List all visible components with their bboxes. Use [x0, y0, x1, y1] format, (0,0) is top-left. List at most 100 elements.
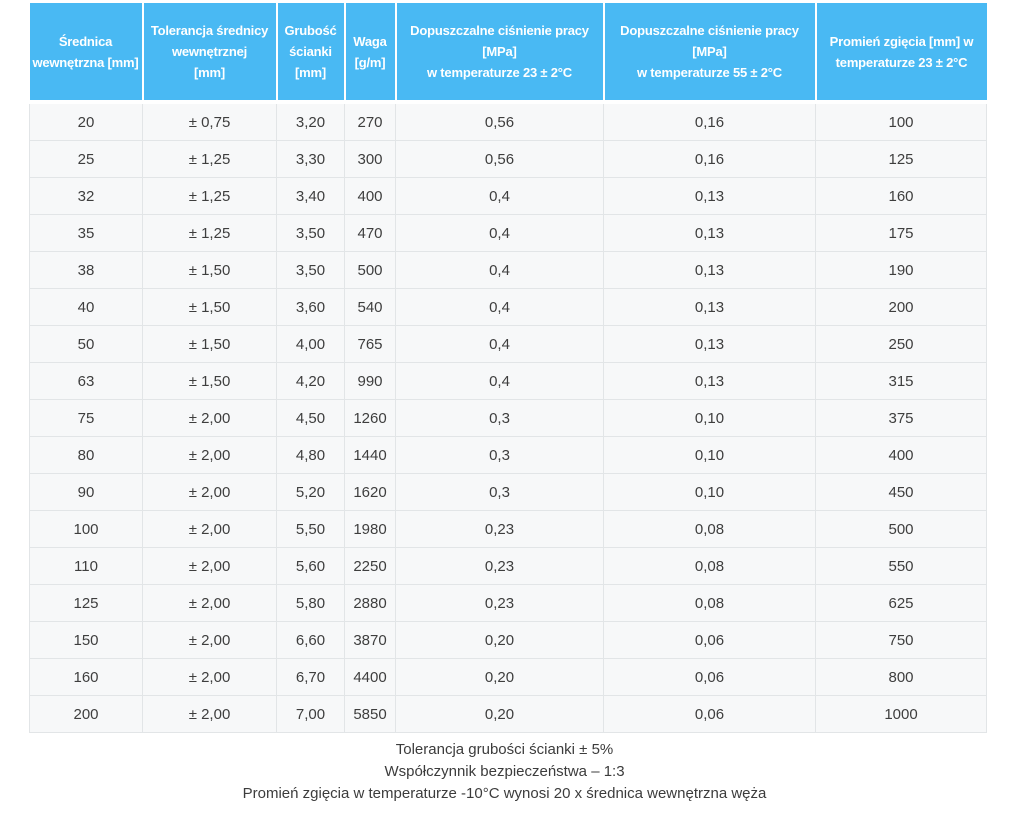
table-cell: 0,10 [603, 473, 816, 511]
table-cell: 0,13 [603, 251, 816, 289]
table-cell: 0,10 [603, 399, 816, 437]
table-row: 38 ± 1,50 3,50 500 0,4 0,13 190 [29, 251, 987, 289]
table-cell: 3,50 [276, 214, 345, 252]
table-row: 35 ± 1,25 3,50 470 0,4 0,13 175 [29, 214, 987, 252]
table-cell: 200 [29, 695, 143, 733]
table-cell: 450 [815, 473, 987, 511]
table-cell: 0,08 [603, 584, 816, 622]
table-row: 50 ± 1,50 4,00 765 0,4 0,13 250 [29, 325, 987, 363]
table-cell: 3870 [344, 621, 396, 659]
table-cell: 6,60 [276, 621, 345, 659]
table-cell: 3,50 [276, 251, 345, 289]
table-cell: 150 [29, 621, 143, 659]
table-cell: 0,23 [395, 510, 604, 548]
table-cell: 38 [29, 251, 143, 289]
table-cell: 0,4 [395, 251, 604, 289]
table-cell: 550 [815, 547, 987, 585]
table-cell: ± 1,50 [142, 325, 277, 363]
table-cell: 0,20 [395, 695, 604, 733]
column-header-label: Średnica wewnętrzna [mm] [32, 33, 139, 70]
table-cell: ± 2,00 [142, 584, 277, 622]
table-cell: 300 [344, 140, 396, 178]
table-row: 160 ± 2,00 6,70 4400 0,20 0,06 800 [29, 658, 987, 696]
table-cell: 500 [815, 510, 987, 548]
table-cell: 540 [344, 288, 396, 326]
table-cell: 270 [344, 101, 396, 141]
column-header-inner-diameter: Średnica wewnętrzna [mm] [29, 3, 144, 104]
table-cell: 0,08 [603, 510, 816, 548]
table-cell: 100 [815, 101, 987, 141]
table-cell: 0,08 [603, 547, 816, 585]
column-header-label: Dopuszczalne ciśnienie pracy [MPa] w tem… [620, 23, 799, 80]
table-cell: 110 [29, 547, 143, 585]
footer-note-bend-radius-cold: Promień zgięcia w temperaturze -10°C wyn… [242, 785, 767, 802]
table-cell: 3,30 [276, 140, 345, 178]
table-cell: 5,80 [276, 584, 345, 622]
table-cell: ± 2,00 [142, 399, 277, 437]
table-cell: 1440 [344, 436, 396, 474]
table-cell: 4,50 [276, 399, 345, 437]
table-cell: 125 [815, 140, 987, 178]
table-row: 90 ± 2,00 5,20 1620 0,3 0,10 450 [29, 473, 987, 511]
table-cell: 0,4 [395, 325, 604, 363]
table-cell: 1000 [815, 695, 987, 733]
header-row: Średnica wewnętrzna [mm] Tolerancja śred… [29, 3, 987, 104]
table-cell: 5,20 [276, 473, 345, 511]
table-cell: ± 1,25 [142, 140, 277, 178]
table-cell: 0,23 [395, 584, 604, 622]
column-header-pressure-55c: Dopuszczalne ciśnienie pracy [MPa] w tem… [603, 3, 817, 104]
table-cell: 0,13 [603, 362, 816, 400]
table-cell: 0,16 [603, 140, 816, 178]
table-cell: 0,4 [395, 177, 604, 215]
table-cell: 750 [815, 621, 987, 659]
table-row: 40 ± 1,50 3,60 540 0,4 0,13 200 [29, 288, 987, 326]
table-row: 32 ± 1,25 3,40 400 0,4 0,13 160 [29, 177, 987, 215]
table-cell: 1620 [344, 473, 396, 511]
table-cell: 32 [29, 177, 143, 215]
table-cell: ± 2,00 [142, 658, 277, 696]
column-header-label: Waga [g/m] [353, 33, 387, 70]
table-cell: ± 2,00 [142, 473, 277, 511]
table-cell: 200 [815, 288, 987, 326]
table-row: 20 ± 0,75 3,20 270 0,56 0,16 100 [29, 101, 987, 141]
table-cell: 4400 [344, 658, 396, 696]
table-cell: 35 [29, 214, 143, 252]
table-cell: 765 [344, 325, 396, 363]
table-cell: 90 [29, 473, 143, 511]
table-cell: 500 [344, 251, 396, 289]
table-cell: 0,4 [395, 288, 604, 326]
table-cell: ± 1,25 [142, 177, 277, 215]
table-row: 200 ± 2,00 7,00 5850 0,20 0,06 1000 [29, 695, 987, 733]
specs-table: Średnica wewnętrzna [mm] Tolerancja śred… [29, 3, 987, 733]
table-cell: 3,20 [276, 101, 345, 141]
table-cell: ± 0,75 [142, 101, 277, 141]
table-cell: 0,3 [395, 399, 604, 437]
table-cell: 0,4 [395, 214, 604, 252]
table-row: 80 ± 2,00 4,80 1440 0,3 0,10 400 [29, 436, 987, 474]
column-header-label: Grubość ścianki [mm] [284, 23, 337, 80]
table-cell: ± 2,00 [142, 695, 277, 733]
table-cell: 20 [29, 101, 143, 141]
table-cell: 6,70 [276, 658, 345, 696]
table-cell: ± 1,50 [142, 251, 277, 289]
table-cell: 4,20 [276, 362, 345, 400]
table-cell: 2250 [344, 547, 396, 585]
table-cell: 0,20 [395, 621, 604, 659]
table-cell: 1260 [344, 399, 396, 437]
table-cell: 63 [29, 362, 143, 400]
table-cell: ± 2,00 [142, 510, 277, 548]
table-cell: 0,13 [603, 214, 816, 252]
table-cell: 190 [815, 251, 987, 289]
table-cell: 0,16 [603, 101, 816, 141]
table-cell: ± 1,25 [142, 214, 277, 252]
table-cell: 400 [815, 436, 987, 474]
column-header-pressure-23c: Dopuszczalne ciśnienie pracy [MPa] w tem… [395, 3, 605, 104]
table-row: 25 ± 1,25 3,30 300 0,56 0,16 125 [29, 140, 987, 178]
table-cell: ± 2,00 [142, 436, 277, 474]
table-cell: 75 [29, 399, 143, 437]
table-cell: 4,00 [276, 325, 345, 363]
table-cell: 80 [29, 436, 143, 474]
table-cell: 50 [29, 325, 143, 363]
table-cell: 0,3 [395, 473, 604, 511]
table-cell: 0,13 [603, 288, 816, 326]
